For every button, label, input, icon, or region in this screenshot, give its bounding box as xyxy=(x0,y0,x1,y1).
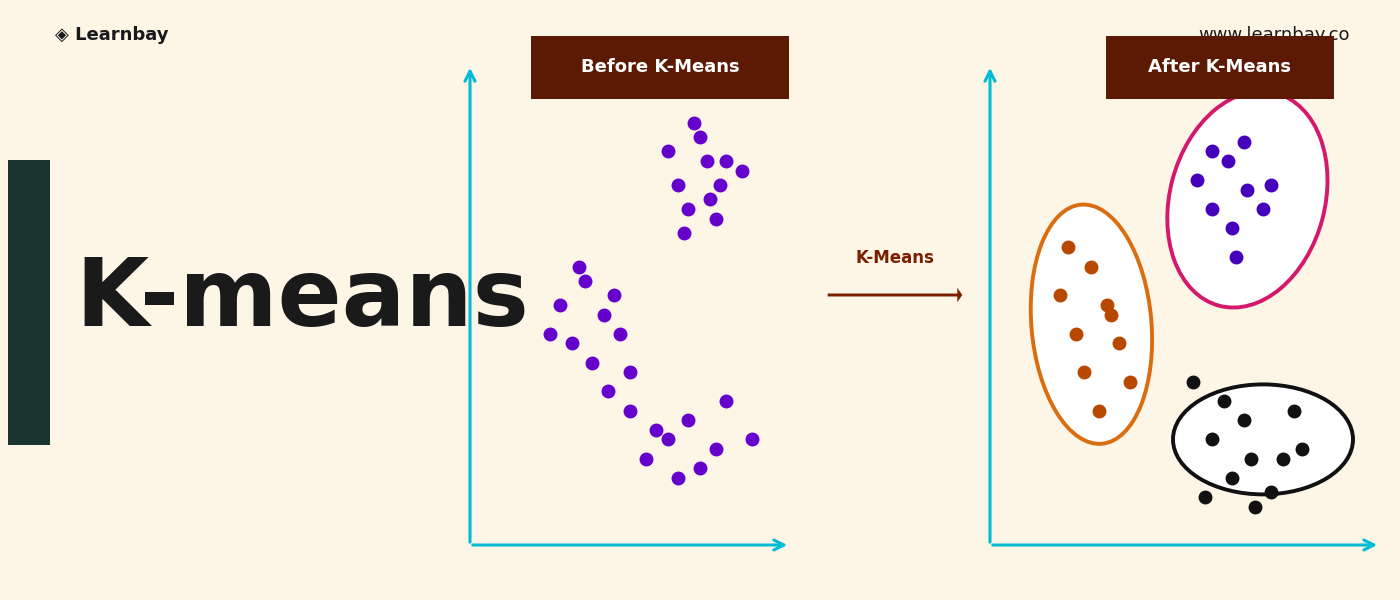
Text: K-Means: K-Means xyxy=(855,249,934,267)
FancyBboxPatch shape xyxy=(531,36,790,99)
Ellipse shape xyxy=(1030,205,1152,444)
Ellipse shape xyxy=(1173,385,1352,494)
Text: www.learnbay.co: www.learnbay.co xyxy=(1198,26,1350,44)
Ellipse shape xyxy=(1168,91,1327,308)
Text: After K-Means: After K-Means xyxy=(1148,58,1291,76)
Text: K-means: K-means xyxy=(76,254,529,346)
Text: Before K-Means: Before K-Means xyxy=(581,58,739,76)
Text: ◈ Learnbay: ◈ Learnbay xyxy=(55,26,168,44)
FancyBboxPatch shape xyxy=(1106,36,1334,99)
Bar xyxy=(8,160,50,445)
